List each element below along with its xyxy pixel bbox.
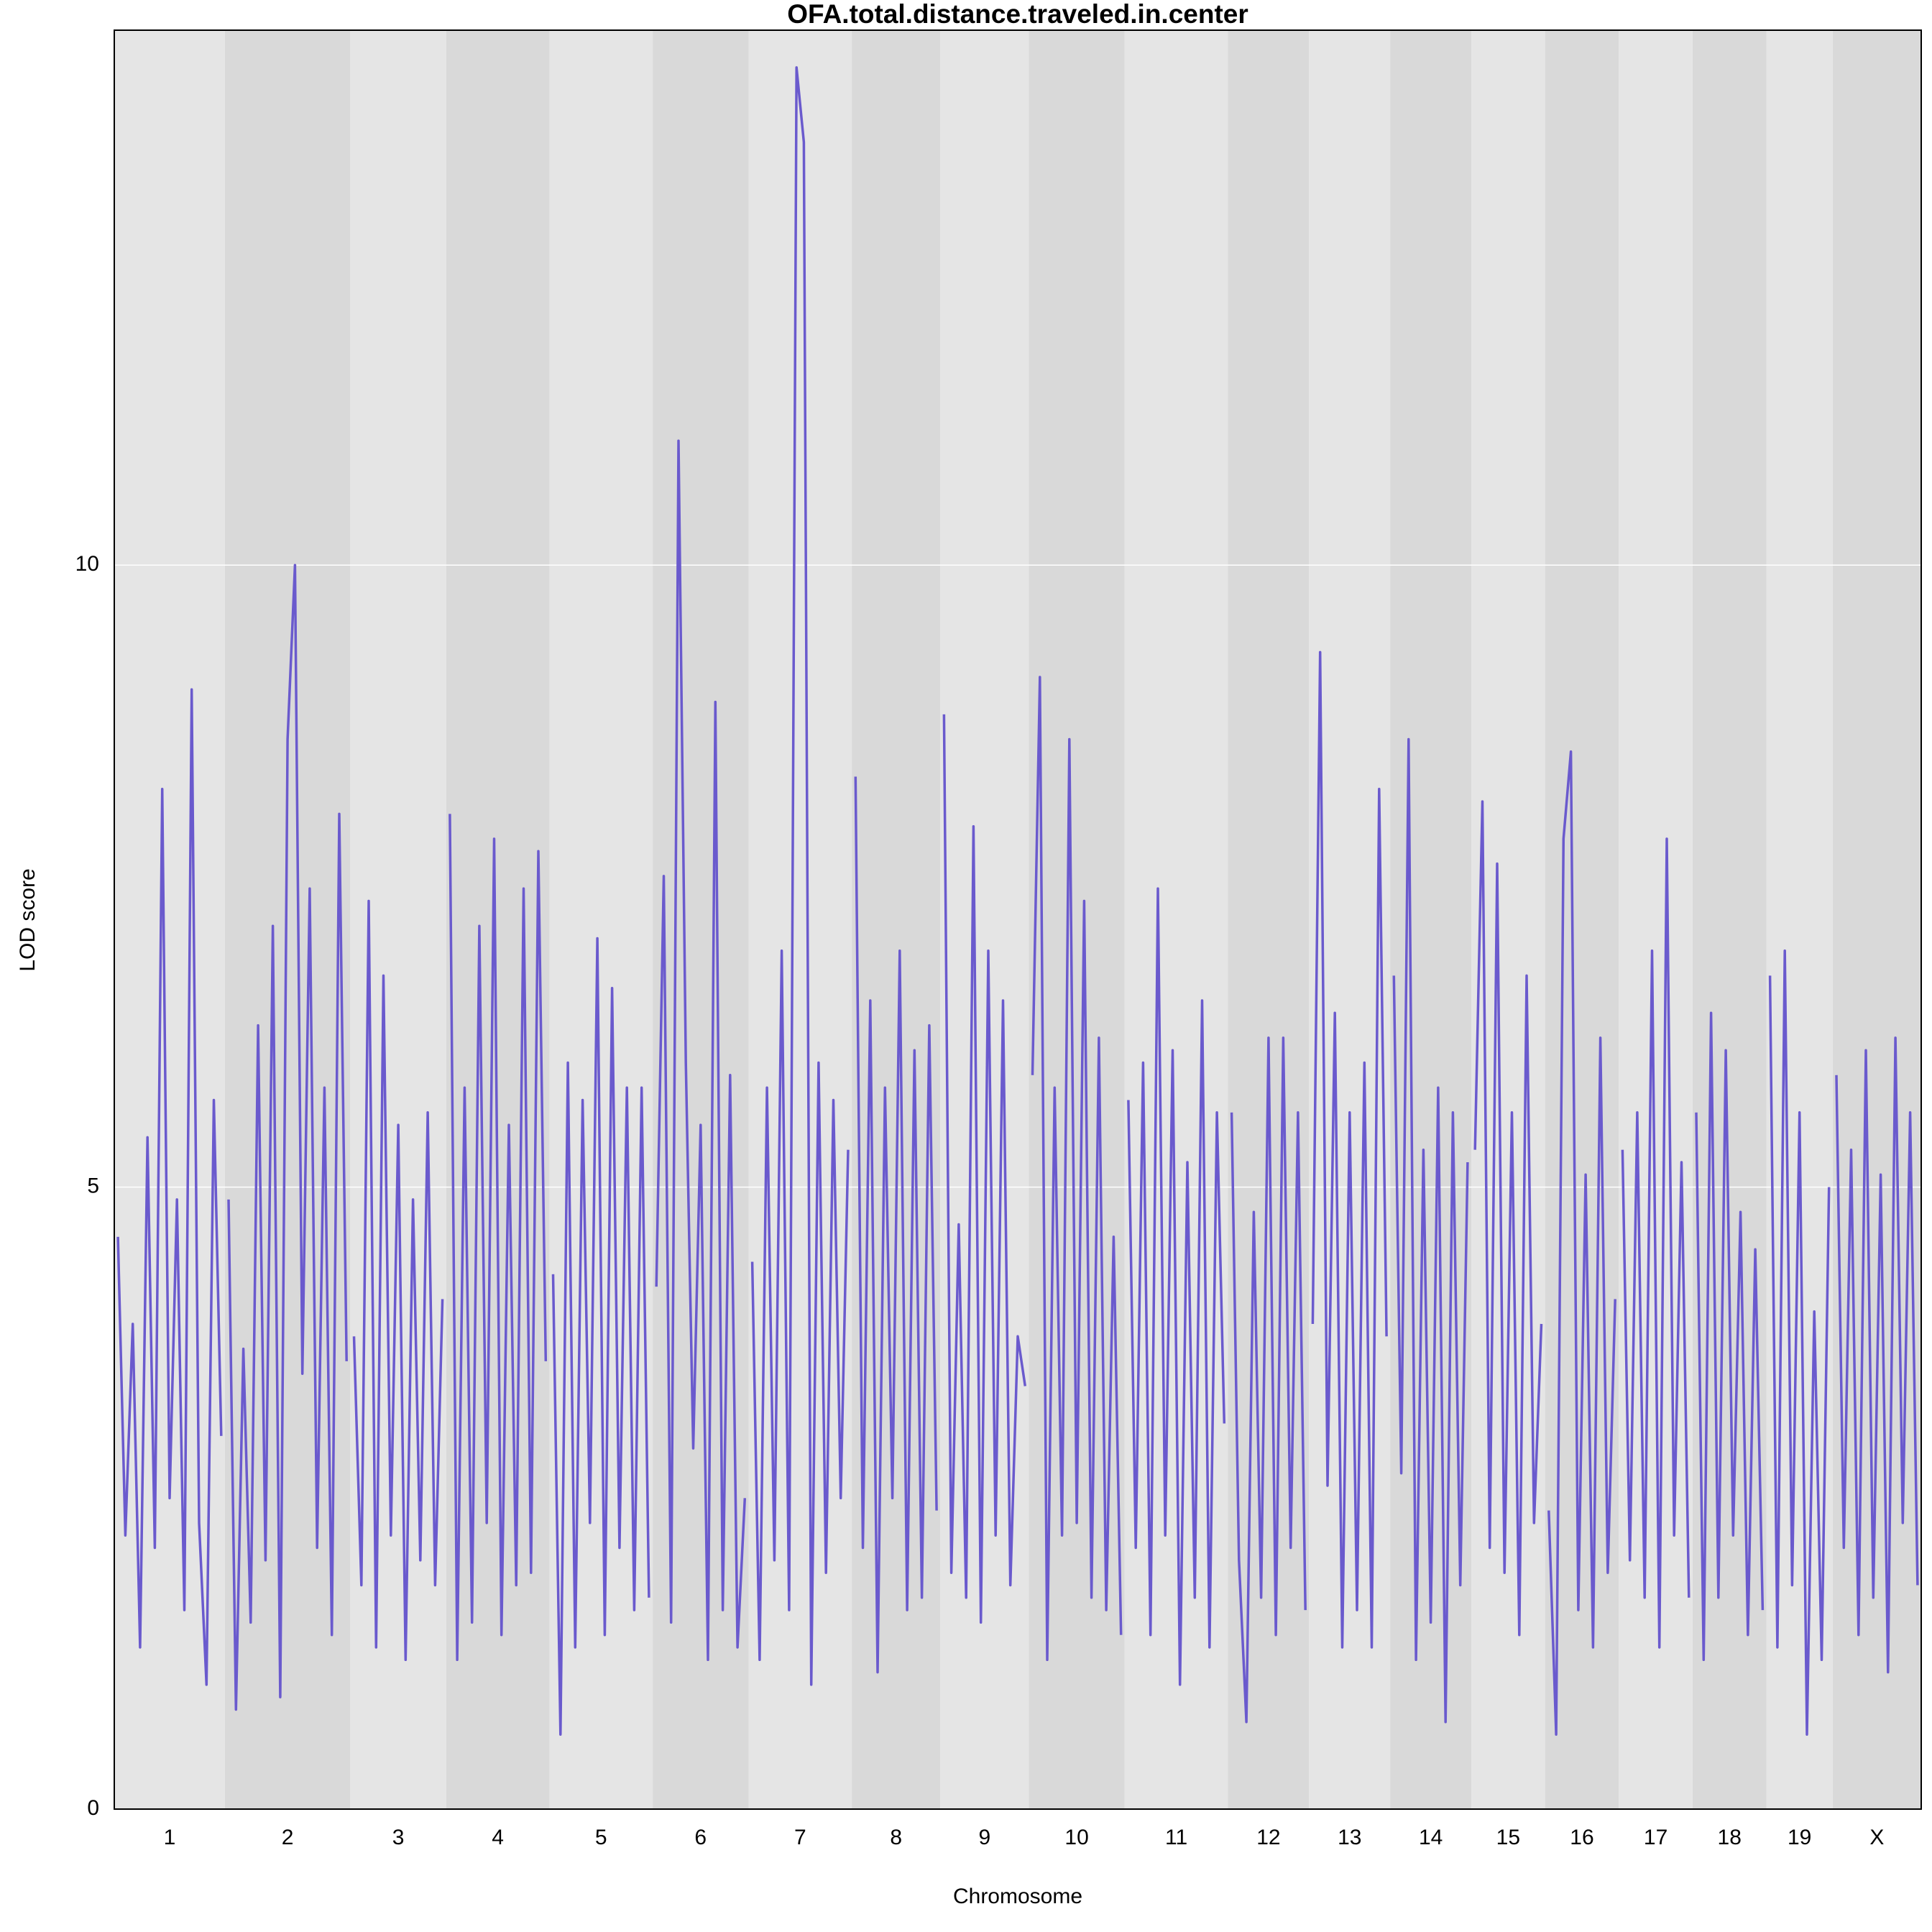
x-tick-label: 11 bbox=[1165, 1826, 1187, 1849]
lod-line bbox=[1473, 800, 1543, 1637]
x-tick-label: 7 bbox=[794, 1826, 806, 1849]
lod-line bbox=[551, 937, 650, 1736]
chromosome-band bbox=[1390, 30, 1472, 1809]
x-tick-label: 3 bbox=[392, 1826, 405, 1849]
y-axis-label: LOD score bbox=[16, 868, 40, 971]
x-tick-label: 9 bbox=[978, 1826, 990, 1849]
x-tick-label: 4 bbox=[492, 1826, 504, 1849]
x-tick-label: 18 bbox=[1718, 1826, 1742, 1849]
chromosome-band bbox=[549, 30, 653, 1809]
lod-line bbox=[1230, 1036, 1307, 1724]
x-tick-label: 6 bbox=[694, 1826, 707, 1849]
line-layer bbox=[116, 66, 1919, 1736]
chromosome-band bbox=[1029, 30, 1125, 1809]
chromosome-band bbox=[653, 30, 749, 1809]
lod-line bbox=[750, 66, 850, 1686]
x-tick-label: 10 bbox=[1064, 1826, 1088, 1849]
lod-line bbox=[854, 776, 938, 1674]
chart-title: OFA.total.distance.traveled.in.center bbox=[787, 0, 1248, 29]
chromosome-band bbox=[350, 30, 446, 1809]
chromosome-band bbox=[940, 30, 1029, 1809]
plot-frame bbox=[114, 29, 1922, 1810]
lod-line bbox=[942, 714, 1027, 1624]
x-tick-label: 5 bbox=[595, 1826, 607, 1849]
x-tick-label: 15 bbox=[1496, 1826, 1520, 1849]
y-tick-label: 0 bbox=[87, 1796, 99, 1820]
lod-line bbox=[655, 439, 747, 1662]
lod-line bbox=[1311, 650, 1388, 1649]
x-tick-label: 1 bbox=[164, 1826, 176, 1849]
x-tick-label: 16 bbox=[1570, 1826, 1593, 1849]
chromosome-band bbox=[114, 30, 225, 1809]
chromosome-band bbox=[446, 30, 550, 1809]
lod-line bbox=[1768, 949, 1831, 1736]
chromosome-band bbox=[852, 30, 941, 1809]
y-tick-label: 10 bbox=[75, 552, 99, 576]
x-tick-label: 17 bbox=[1644, 1826, 1668, 1849]
x-tick-label: 12 bbox=[1256, 1826, 1280, 1849]
y-tick-label: 5 bbox=[87, 1174, 99, 1198]
lod-line bbox=[448, 814, 548, 1662]
x-tick-label: 8 bbox=[890, 1826, 902, 1849]
chromosome-band bbox=[748, 30, 852, 1809]
lod-line bbox=[227, 564, 348, 1711]
lod-line bbox=[1392, 737, 1469, 1724]
chromosome-band bbox=[1692, 30, 1767, 1809]
lod-line bbox=[1835, 1036, 1919, 1674]
chromosome-band bbox=[1228, 30, 1310, 1809]
band-layer bbox=[114, 30, 1921, 1809]
chromosome-band bbox=[1832, 30, 1921, 1809]
lod-line bbox=[352, 899, 444, 1662]
lod-line bbox=[1031, 676, 1123, 1662]
lod-line bbox=[1127, 887, 1226, 1686]
x-axis-label: Chromosome bbox=[953, 1885, 1082, 1908]
lod-line bbox=[116, 688, 223, 1686]
x-tick-label: 13 bbox=[1338, 1826, 1361, 1849]
x-tick-label: 2 bbox=[282, 1826, 294, 1849]
lod-line bbox=[1547, 750, 1616, 1736]
x-tick-label: X bbox=[1869, 1826, 1884, 1849]
x-tick-label: 14 bbox=[1419, 1826, 1443, 1849]
lod-line bbox=[1695, 1011, 1765, 1662]
chromosome-band bbox=[1124, 30, 1228, 1809]
x-tick-label: 19 bbox=[1788, 1826, 1811, 1849]
chromosome-band bbox=[1766, 30, 1833, 1809]
lod-line bbox=[1621, 837, 1690, 1649]
